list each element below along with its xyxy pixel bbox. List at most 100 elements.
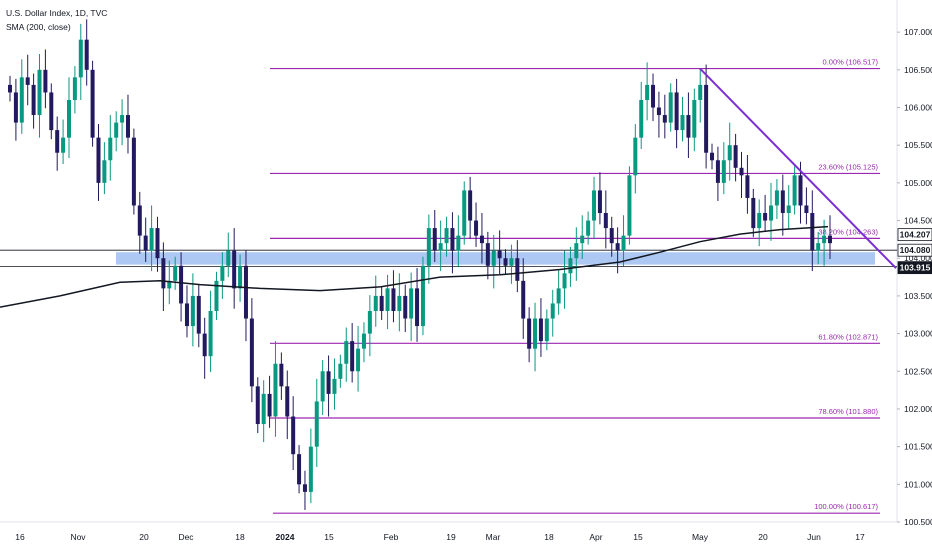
candle-body[interactable] xyxy=(615,243,620,251)
candle-body[interactable] xyxy=(816,243,821,251)
candle-body[interactable] xyxy=(226,250,231,266)
candle-body[interactable] xyxy=(503,258,508,266)
candle-body[interactable] xyxy=(214,280,219,311)
candle-body[interactable] xyxy=(645,84,650,100)
candle-body[interactable] xyxy=(409,288,414,319)
candle-body[interactable] xyxy=(462,190,467,236)
candle-body[interactable] xyxy=(326,371,331,394)
candle-body[interactable] xyxy=(403,295,408,319)
candle-body[interactable] xyxy=(108,137,113,161)
candle-body[interactable] xyxy=(603,213,608,229)
candle-body[interactable] xyxy=(774,190,779,206)
candle-body[interactable] xyxy=(8,84,12,93)
candle-body[interactable] xyxy=(651,84,656,108)
candle-body[interactable] xyxy=(609,228,614,244)
candle-body[interactable] xyxy=(37,69,42,116)
candle-body[interactable] xyxy=(474,220,479,236)
candle-body[interactable] xyxy=(562,273,567,289)
candle-body[interactable] xyxy=(255,386,260,425)
candle-body[interactable] xyxy=(438,243,443,251)
candle-body[interactable] xyxy=(55,130,60,153)
candle-body[interactable] xyxy=(43,69,48,93)
candle-body[interactable] xyxy=(715,160,720,183)
candle-body[interactable] xyxy=(509,258,514,266)
candle-body[interactable] xyxy=(344,341,349,364)
candle-body[interactable] xyxy=(533,318,538,349)
candle-body[interactable] xyxy=(13,92,18,123)
candle-body[interactable] xyxy=(202,333,207,357)
candle-body[interactable] xyxy=(285,386,290,417)
candle-body[interactable] xyxy=(485,243,490,266)
candle-body[interactable] xyxy=(143,235,148,251)
candle-body[interactable] xyxy=(751,197,756,229)
candle-body[interactable] xyxy=(757,213,762,229)
candle-body[interactable] xyxy=(674,92,679,131)
candle-body[interactable] xyxy=(780,190,785,214)
candle-body[interactable] xyxy=(420,265,425,327)
candle-body[interactable] xyxy=(220,265,225,281)
candle-body[interactable] xyxy=(586,220,591,236)
candle-body[interactable] xyxy=(497,250,502,259)
candle-body[interactable] xyxy=(243,265,248,319)
candle-body[interactable] xyxy=(822,235,827,244)
candle-body[interactable] xyxy=(763,213,768,221)
candle-body[interactable] xyxy=(515,258,520,281)
candle-body[interactable] xyxy=(78,39,83,78)
candle-body[interactable] xyxy=(698,84,703,100)
candle-body[interactable] xyxy=(84,39,89,70)
candle-body[interactable] xyxy=(338,363,343,379)
candle-body[interactable] xyxy=(314,401,319,447)
candle-body[interactable] xyxy=(125,115,130,138)
candle-body[interactable] xyxy=(721,160,726,183)
candle-body[interactable] xyxy=(208,310,213,357)
candle-body[interactable] xyxy=(810,213,815,251)
candle-body[interactable] xyxy=(31,84,36,116)
candle-body[interactable] xyxy=(184,303,189,327)
candle-body[interactable] xyxy=(733,145,738,168)
candle-body[interactable] xyxy=(356,348,361,372)
candle-body[interactable] xyxy=(556,288,561,304)
symbol-title[interactable]: U.S. Dollar Index, 1D, TVC xyxy=(6,8,108,18)
candle-body[interactable] xyxy=(25,77,30,85)
candle-body[interactable] xyxy=(297,454,302,485)
candle-body[interactable] xyxy=(391,288,396,311)
candle-body[interactable] xyxy=(769,205,774,221)
candle-body[interactable] xyxy=(350,341,355,372)
candle-body[interactable] xyxy=(627,175,632,236)
candle-body[interactable] xyxy=(72,77,77,100)
candle-body[interactable] xyxy=(415,288,420,327)
price-badge[interactable] xyxy=(897,228,932,242)
candle-body[interactable] xyxy=(786,205,791,214)
price-badge[interactable] xyxy=(897,261,932,275)
candle-body[interactable] xyxy=(90,69,95,138)
candle-body[interactable] xyxy=(568,258,573,274)
candle-body[interactable] xyxy=(238,265,243,289)
candle-body[interactable] xyxy=(361,333,366,349)
candle-body[interactable] xyxy=(291,416,296,455)
candle-body[interactable] xyxy=(686,115,691,138)
candle-body[interactable] xyxy=(798,175,803,206)
candle-body[interactable] xyxy=(828,235,832,244)
candle-body[interactable] xyxy=(19,77,24,123)
candle-body[interactable] xyxy=(161,258,166,289)
candle-body[interactable] xyxy=(544,318,549,342)
candle-body[interactable] xyxy=(656,107,661,116)
candle-body[interactable] xyxy=(680,115,685,131)
candle-body[interactable] xyxy=(196,295,201,334)
candle-body[interactable] xyxy=(131,137,136,206)
candle-body[interactable] xyxy=(426,228,431,266)
candle-body[interactable] xyxy=(167,280,172,289)
candle-body[interactable] xyxy=(397,295,402,311)
trendline[interactable] xyxy=(699,67,897,269)
candle-body[interactable] xyxy=(120,115,125,123)
candle-body[interactable] xyxy=(432,228,437,251)
candle-body[interactable] xyxy=(249,318,254,387)
candle-body[interactable] xyxy=(96,137,101,183)
candle-body[interactable] xyxy=(727,145,732,161)
candle-body[interactable] xyxy=(385,288,390,311)
candle-body[interactable] xyxy=(267,393,272,417)
candle-body[interactable] xyxy=(710,152,715,161)
candle-body[interactable] xyxy=(739,167,744,176)
candle-body[interactable] xyxy=(745,175,750,198)
